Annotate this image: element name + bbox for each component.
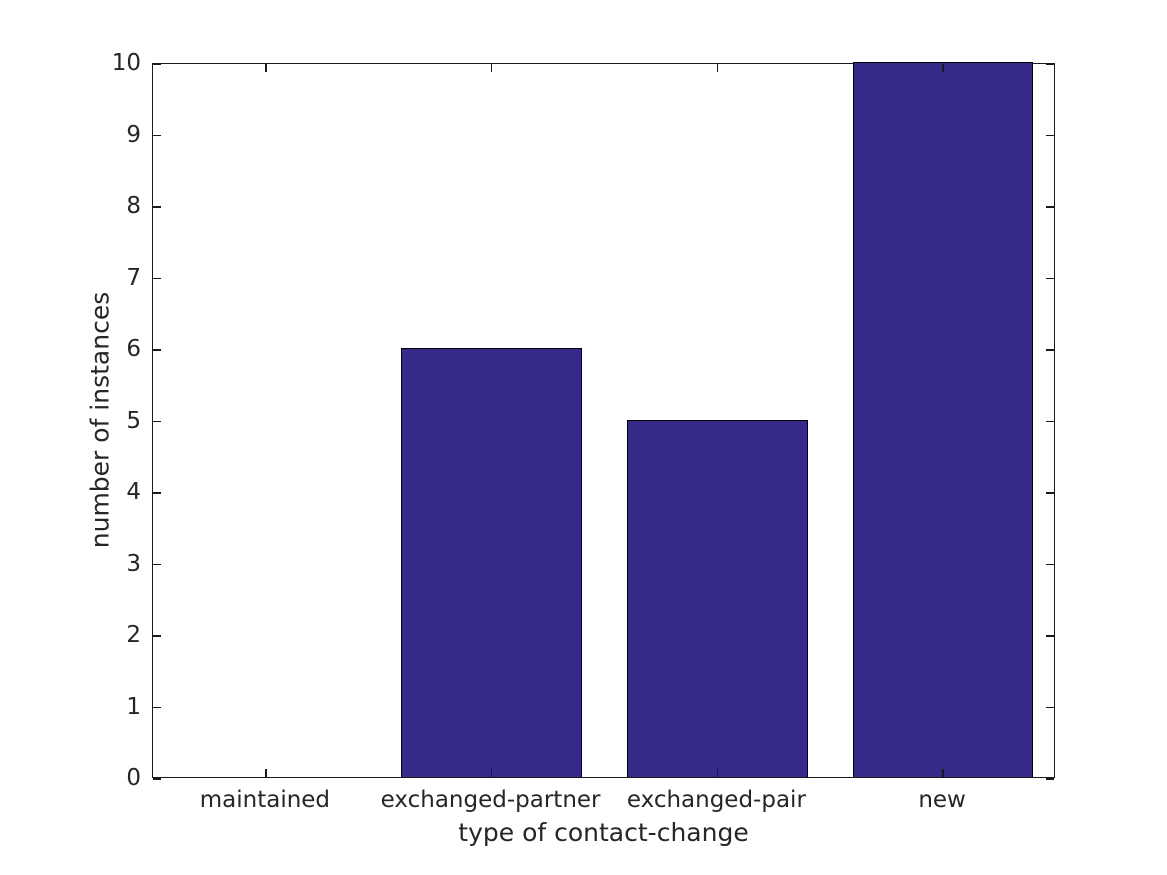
y-tick-right xyxy=(1046,134,1054,137)
y-tick-left xyxy=(153,206,161,208)
y-tick-label-1: 1 xyxy=(126,693,141,720)
x-tick-label-exchanged-pair: exchanged-pair xyxy=(626,787,806,813)
x-tick-bottom xyxy=(265,769,267,777)
x-tick-top xyxy=(716,64,719,72)
y-tick-right xyxy=(1046,778,1054,780)
y-tick-right xyxy=(1046,563,1054,566)
y-tick-label-10: 10 xyxy=(111,50,141,76)
y-tick-left xyxy=(153,706,161,709)
y-tick-right xyxy=(1046,349,1054,351)
x-tick-label-new: new xyxy=(918,787,966,813)
y-tick-label-7: 7 xyxy=(126,264,141,291)
y-tick-label-2: 2 xyxy=(126,622,141,648)
y-tick-left xyxy=(153,420,161,423)
y-tick-label-0: 0 xyxy=(126,765,141,791)
y-tick-right xyxy=(1046,206,1054,208)
x-tick-top xyxy=(490,64,493,72)
x-tick-bottom xyxy=(716,769,719,777)
plot-area xyxy=(152,62,1055,780)
y-tick-left xyxy=(153,492,161,494)
x-tick-top xyxy=(942,64,944,72)
y-tick-left xyxy=(153,63,161,65)
y-tick-left xyxy=(153,635,161,637)
bar-new xyxy=(852,62,1034,777)
y-tick-label-9: 9 xyxy=(126,121,141,148)
y-tick-right xyxy=(1046,420,1054,423)
y-tick-left xyxy=(153,349,161,351)
y-tick-label-4: 4 xyxy=(126,479,141,505)
bar-exchanged-pair xyxy=(627,419,808,777)
x-axis-label: type of contact-change xyxy=(458,818,749,847)
y-tick-left xyxy=(153,778,161,780)
x-tick-label-exchanged-partner: exchanged-partner xyxy=(380,787,601,813)
y-tick-label-8: 8 xyxy=(126,193,141,219)
y-tick-label-6: 6 xyxy=(126,336,141,362)
y-tick-right xyxy=(1046,492,1054,494)
y-tick-left xyxy=(153,277,161,280)
y-tick-left xyxy=(153,134,161,137)
x-tick-top xyxy=(265,64,267,72)
y-tick-left xyxy=(153,563,161,566)
bar-exchanged-partner xyxy=(401,348,582,777)
x-tick-bottom xyxy=(490,769,493,777)
y-tick-label-5: 5 xyxy=(126,407,141,434)
x-tick-bottom xyxy=(942,769,944,777)
y-tick-label-3: 3 xyxy=(126,550,141,577)
y-tick-right xyxy=(1046,63,1054,65)
y-tick-right xyxy=(1046,635,1054,637)
y-tick-right xyxy=(1046,277,1054,280)
y-tick-right xyxy=(1046,706,1054,709)
x-tick-label-maintained: maintained xyxy=(199,787,331,813)
